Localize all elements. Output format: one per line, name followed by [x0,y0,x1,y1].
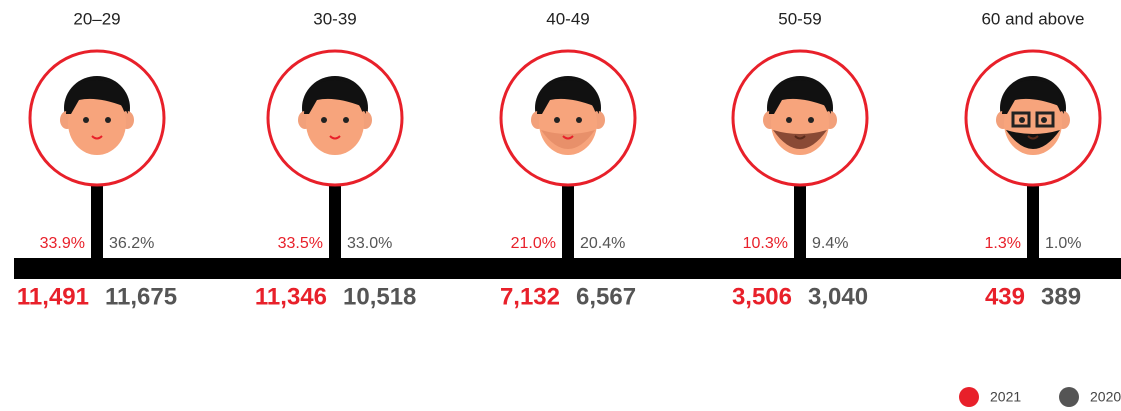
face-skin [68,91,126,155]
pct-2021: 21.0% [511,235,556,252]
count-2021: 11,346 [255,283,327,310]
count-2021: 439 [985,283,1025,310]
face-mouth [794,135,806,140]
timeline-bar [14,258,1121,279]
pct-2021: 1.3% [985,235,1021,252]
face-glasses [1035,111,1055,128]
stem [562,184,574,264]
face-eye [105,117,111,123]
legend-swatch-2021 [959,387,979,407]
stem [1027,184,1039,264]
face-hair [769,80,831,114]
stem [91,184,103,264]
face-eye [576,117,582,123]
face-eye [1041,117,1047,123]
stem [794,184,806,264]
stem [329,184,341,264]
face-mouth [1027,135,1039,140]
age-label: 20–29 [73,9,120,28]
pct-2021: 10.3% [743,235,788,252]
face-eye [343,117,349,123]
face-eye [808,117,814,123]
age-label: 60 and above [981,9,1084,28]
age-label: 50-59 [778,9,821,28]
age-label: 40-49 [546,9,589,28]
count-2020: 10,518 [343,283,416,310]
pct-2020: 1.0% [1045,235,1081,252]
pct-2020: 33.0% [347,235,392,252]
age-label: 30-39 [313,9,356,28]
face-glasses [1011,111,1031,128]
legend-label: 2020 [1090,389,1121,405]
face-skin [306,91,364,155]
face-hair [304,80,366,114]
face-hair [66,80,128,114]
face-mouth [91,135,103,140]
pct-2021: 33.9% [40,235,85,252]
face-eye [83,117,89,123]
face-hair [1002,80,1064,114]
count-2020: 3,040 [808,283,868,310]
face-mouth [329,135,341,140]
pct-2020: 9.4% [812,235,848,252]
face [60,76,134,155]
count-2021: 3,506 [732,283,792,310]
pct-2021: 33.5% [278,235,323,252]
face-hair [537,80,599,114]
count-2020: 6,567 [576,283,636,310]
face-eye [786,117,792,123]
count-2020: 11,675 [105,283,177,310]
face [763,76,837,155]
face-eye [1019,117,1025,123]
face [996,76,1070,155]
count-2021: 7,132 [500,283,560,310]
face [531,76,605,155]
legend-label: 2021 [990,389,1021,405]
count-2021: 11,491 [17,283,89,310]
face [298,76,372,155]
face-mouth [562,135,574,140]
count-2020: 389 [1041,283,1081,310]
pct-2020: 36.2% [109,235,154,252]
face-eye [321,117,327,123]
legend-swatch-2020 [1059,387,1079,407]
pct-2020: 20.4% [580,235,625,252]
face-eye [554,117,560,123]
